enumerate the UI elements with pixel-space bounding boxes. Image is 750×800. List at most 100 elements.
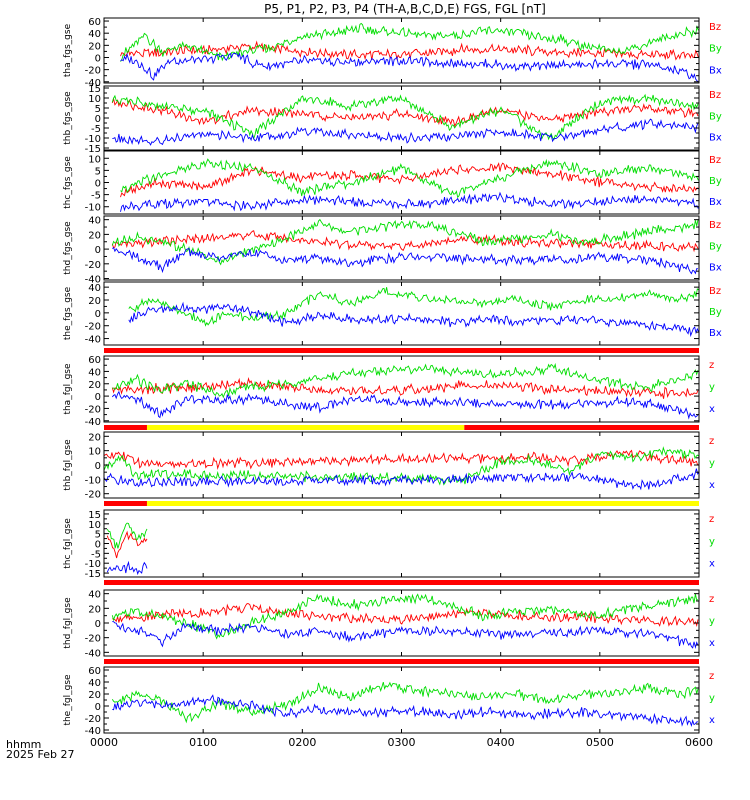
y-tick-label: -20 xyxy=(85,322,101,333)
y-tick-label: 10 xyxy=(88,520,101,531)
y-tick-label: 40 xyxy=(88,283,101,294)
y-tick-label: 20 xyxy=(88,41,101,52)
y-tick-label: -10 xyxy=(85,559,101,570)
y-tick-label: 20 xyxy=(88,432,101,443)
legend-entry-By: By xyxy=(709,241,722,252)
x-tick-label: 0500 xyxy=(586,736,614,749)
series-Bx-line xyxy=(120,191,699,212)
legend-entry-Bx: Bx xyxy=(709,263,722,274)
y-tick-label: 5 xyxy=(95,166,101,177)
series-x-line xyxy=(104,468,699,491)
panel-thd_fgs_gse: 40 20 0 -20 -40 thd_fgs_gse Bz By Bx xyxy=(63,215,722,286)
legend-entry-y: y xyxy=(709,382,715,393)
legend-entry-Bx: Bx xyxy=(709,328,722,339)
flag-bar xyxy=(464,425,699,430)
y-axis-label: tha_fgl_gse xyxy=(63,363,73,415)
panel-the_fgs_gse: 40 20 0 -20 -40 the_fgs_gse Bz By Bx xyxy=(63,281,722,353)
series-x-line xyxy=(112,621,699,649)
legend-entry-y: y xyxy=(709,536,715,547)
y-axis-label: thc_fgl_gse xyxy=(63,518,73,569)
legend-entry-x: x xyxy=(709,715,715,726)
series-y-line xyxy=(111,681,699,724)
y-tick-label: -15 xyxy=(85,144,101,155)
panel-thc_fgs_gse: 105 0-5-10 thc_fgs_gse Bz By Bx xyxy=(63,150,722,215)
legend-entry-Bz: Bz xyxy=(709,220,721,231)
y-tick-label: -40 xyxy=(85,275,101,286)
series-z-line xyxy=(106,530,148,559)
y-tick-label: 60 xyxy=(88,666,101,677)
series-Bx-line xyxy=(120,52,699,83)
y-tick-label: 60 xyxy=(88,17,101,28)
y-tick-label: -10 xyxy=(85,475,101,486)
y-axis-label: thb_fgs_gse xyxy=(63,91,73,145)
flag-bar xyxy=(104,580,699,585)
legend-entry-Bz: Bz xyxy=(709,22,721,33)
series-x-line xyxy=(106,560,148,576)
y-axis-label: thd_fgl_gse xyxy=(63,597,73,649)
y-tick-label: -40 xyxy=(85,417,101,428)
y-tick-label: 20 xyxy=(88,690,101,701)
legend-entry-z: z xyxy=(709,594,714,605)
series-x-line xyxy=(111,390,699,420)
y-tick-label: 40 xyxy=(88,590,101,601)
y-tick-label: -40 xyxy=(85,726,101,737)
y-tick-label: 10 xyxy=(88,447,101,458)
legend-entry-By: By xyxy=(709,44,722,55)
series-By-line xyxy=(120,158,699,199)
y-tick-label: 40 xyxy=(88,216,101,227)
y-tick-label: 15 xyxy=(88,510,101,521)
legend-entry-By: By xyxy=(709,307,722,318)
legend-entry-x: x xyxy=(709,404,715,415)
y-tick-label: 10 xyxy=(88,154,101,165)
series-z-line xyxy=(111,377,699,399)
y-tick-label: -5 xyxy=(91,191,101,202)
time-unit-label: hhmm xyxy=(6,738,41,751)
flag-bar xyxy=(146,425,465,430)
plot-frame xyxy=(103,355,700,423)
y-tick-label: 0 xyxy=(95,392,101,403)
plot-frame xyxy=(103,85,700,151)
y-tick-label: 15 xyxy=(88,84,101,95)
series-x-line xyxy=(112,694,699,727)
y-tick-label: 0 xyxy=(95,179,101,190)
x-tick-label: 0000 xyxy=(90,736,118,749)
flag-bar xyxy=(104,348,699,353)
legend-entry-By: By xyxy=(709,111,722,122)
y-tick-label: -20 xyxy=(85,66,101,77)
y-tick-label: 5 xyxy=(95,104,101,115)
y-tick-label: 40 xyxy=(88,678,101,689)
y-tick-label: 20 xyxy=(88,230,101,241)
y-tick-label: -20 xyxy=(85,260,101,271)
y-tick-label: 10 xyxy=(88,94,101,105)
panel-thd_fgl_gse: 40 20 0 -20 -40 thd_fgl_gse zyx xyxy=(63,589,715,664)
y-tick-label: 5 xyxy=(95,530,101,541)
y-tick-label: 0 xyxy=(95,114,101,125)
y-tick-label: 0 xyxy=(95,309,101,320)
y-tick-label: 60 xyxy=(88,355,101,366)
y-tick-label: 40 xyxy=(88,367,101,378)
x-tick-label: 0300 xyxy=(388,736,416,749)
y-tick-label: 20 xyxy=(88,380,101,391)
y-tick-label: -5 xyxy=(91,124,101,135)
y-tick-label: 0 xyxy=(95,245,101,256)
series-Bz-line xyxy=(120,162,699,198)
series-z-line xyxy=(104,449,699,470)
y-tick-label: 40 xyxy=(88,29,101,40)
y-tick-label: -40 xyxy=(85,78,101,89)
y-tick-label: 0 xyxy=(95,702,101,713)
y-axis-label: the_fgl_gse xyxy=(63,674,73,726)
series-y-line xyxy=(111,593,699,640)
legend-entry-x: x xyxy=(709,638,715,649)
series-By-line xyxy=(128,287,699,327)
y-axis-label: thd_fgs_gse xyxy=(63,221,73,275)
y-tick-label: -40 xyxy=(85,335,101,346)
y-tick-label: 0 xyxy=(95,540,101,551)
legend-entry-y: y xyxy=(709,693,715,704)
legend-entry-By: By xyxy=(709,176,722,187)
series-Bz-line xyxy=(120,40,699,61)
y-tick-label: 0 xyxy=(95,461,101,472)
